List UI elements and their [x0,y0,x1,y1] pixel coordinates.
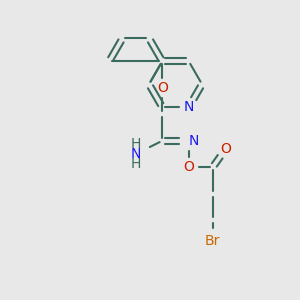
Text: N: N [189,134,199,148]
Text: N: N [130,147,141,161]
Text: H: H [130,157,141,171]
Text: O: O [183,160,194,174]
Text: Br: Br [205,235,220,248]
Text: O: O [220,142,231,156]
Text: N: N [184,100,194,114]
Text: O: O [157,81,168,95]
Text: H: H [130,137,141,151]
